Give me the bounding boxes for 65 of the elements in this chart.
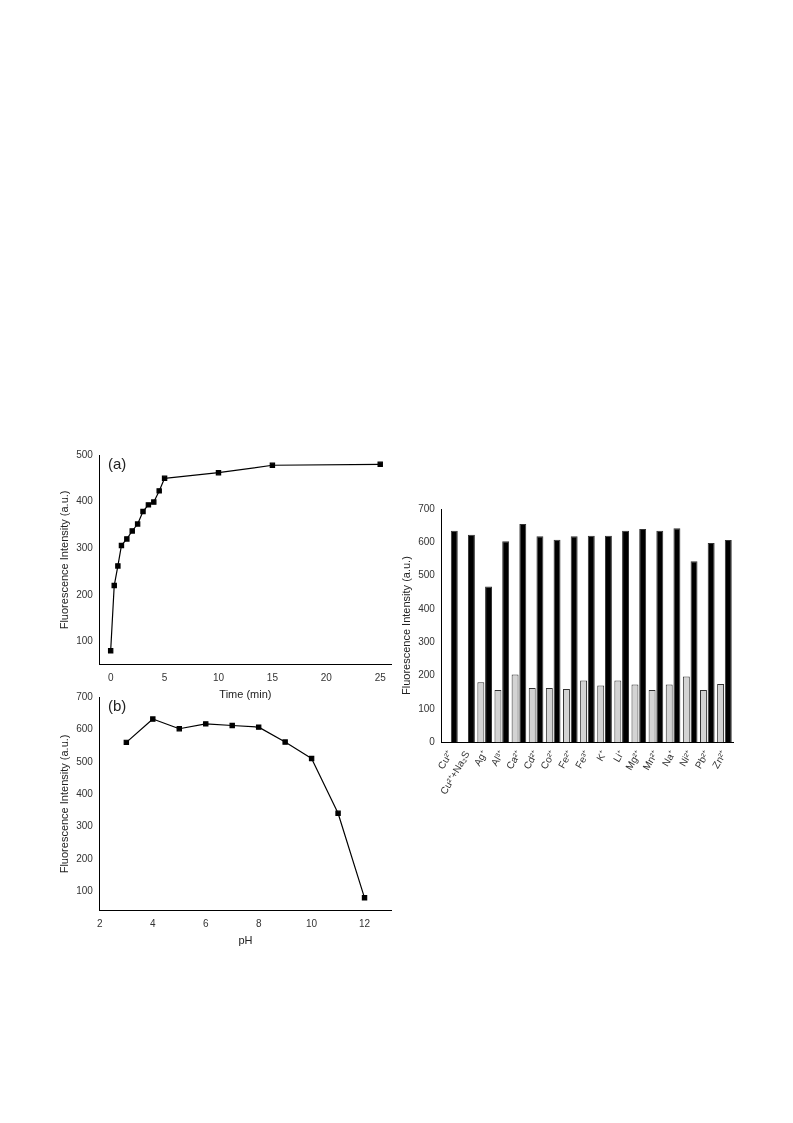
- x-tick-label: 15: [266, 671, 279, 683]
- y-axis-title: Fluorescence Intensity (a.u.): [57, 490, 70, 630]
- x-tick-label: 5: [161, 671, 168, 683]
- y-tick-label: 700: [76, 690, 94, 702]
- x-tick-label: 6: [202, 917, 209, 929]
- y-tick-label: 100: [418, 702, 436, 714]
- x-tick-label: 20: [320, 671, 333, 683]
- point: [282, 739, 288, 745]
- x-tick-label: Na⁺: [659, 748, 678, 769]
- chart-title: (a): [107, 454, 127, 472]
- point: [377, 461, 383, 468]
- y-tick-label: 600: [418, 536, 436, 548]
- y-tick-label: 600: [76, 723, 94, 735]
- point: [335, 810, 341, 817]
- y-tick-label: 700: [418, 502, 436, 514]
- y-tick-label: 500: [76, 448, 94, 460]
- y-axis-title: Fluorescence Intensity (a.u.): [57, 734, 70, 874]
- point: [111, 582, 117, 589]
- point: [134, 521, 141, 527]
- point: [151, 499, 157, 505]
- point: [115, 563, 121, 569]
- x-tick-label: Ni²⁺: [676, 748, 695, 769]
- y-tick-label: 400: [418, 602, 436, 614]
- point: [124, 536, 130, 542]
- y-tick-label: 500: [76, 755, 94, 767]
- point: [150, 716, 156, 722]
- y-tick-label: 300: [76, 541, 94, 553]
- y-tick-label: 100: [76, 635, 94, 647]
- x-tick-label: 8: [255, 917, 262, 929]
- point: [129, 528, 135, 534]
- x-tick-label: 4: [150, 917, 157, 929]
- point: [203, 721, 209, 727]
- x-tick-label: Li⁺: [610, 748, 627, 764]
- x-tick-label: 10: [306, 917, 318, 929]
- point: [255, 724, 262, 730]
- y-tick-label: 0: [429, 735, 436, 747]
- y-tick-label: 200: [418, 669, 436, 681]
- point: [145, 502, 152, 508]
- x-tick-label: K⁺: [594, 748, 610, 763]
- point: [269, 462, 276, 468]
- y-tick-label: 400: [76, 787, 94, 799]
- y-tick-label: 100: [76, 885, 94, 897]
- x-tick-label: Al³⁺: [488, 748, 507, 768]
- y-tick-label: 300: [76, 820, 94, 832]
- point: [140, 508, 146, 515]
- point: [229, 722, 235, 729]
- y-tick-label: 200: [76, 588, 94, 600]
- x-axis-title: pH: [238, 934, 253, 947]
- y-tick-label: 300: [418, 636, 436, 647]
- y-tick-label: 200: [76, 852, 94, 864]
- x-tick-label: 25: [374, 671, 387, 683]
- point: [361, 895, 368, 901]
- chart-title: (b): [107, 696, 127, 714]
- x-tick-label: 10: [212, 671, 225, 683]
- y-tick-label: 500: [418, 569, 436, 581]
- x-tick-label: 12: [358, 917, 371, 929]
- x-tick-label: Ag⁺: [471, 748, 490, 768]
- x-tick-label: 2: [97, 917, 104, 929]
- point: [176, 726, 182, 732]
- x-tick-label: 0: [107, 671, 114, 683]
- point: [156, 488, 162, 494]
- y-tick-label: 400: [76, 495, 94, 507]
- x-axis-title: Time (min): [219, 688, 272, 701]
- point: [107, 648, 114, 654]
- y-axis-title: Fluorescence Intensity (a.u.): [399, 556, 412, 695]
